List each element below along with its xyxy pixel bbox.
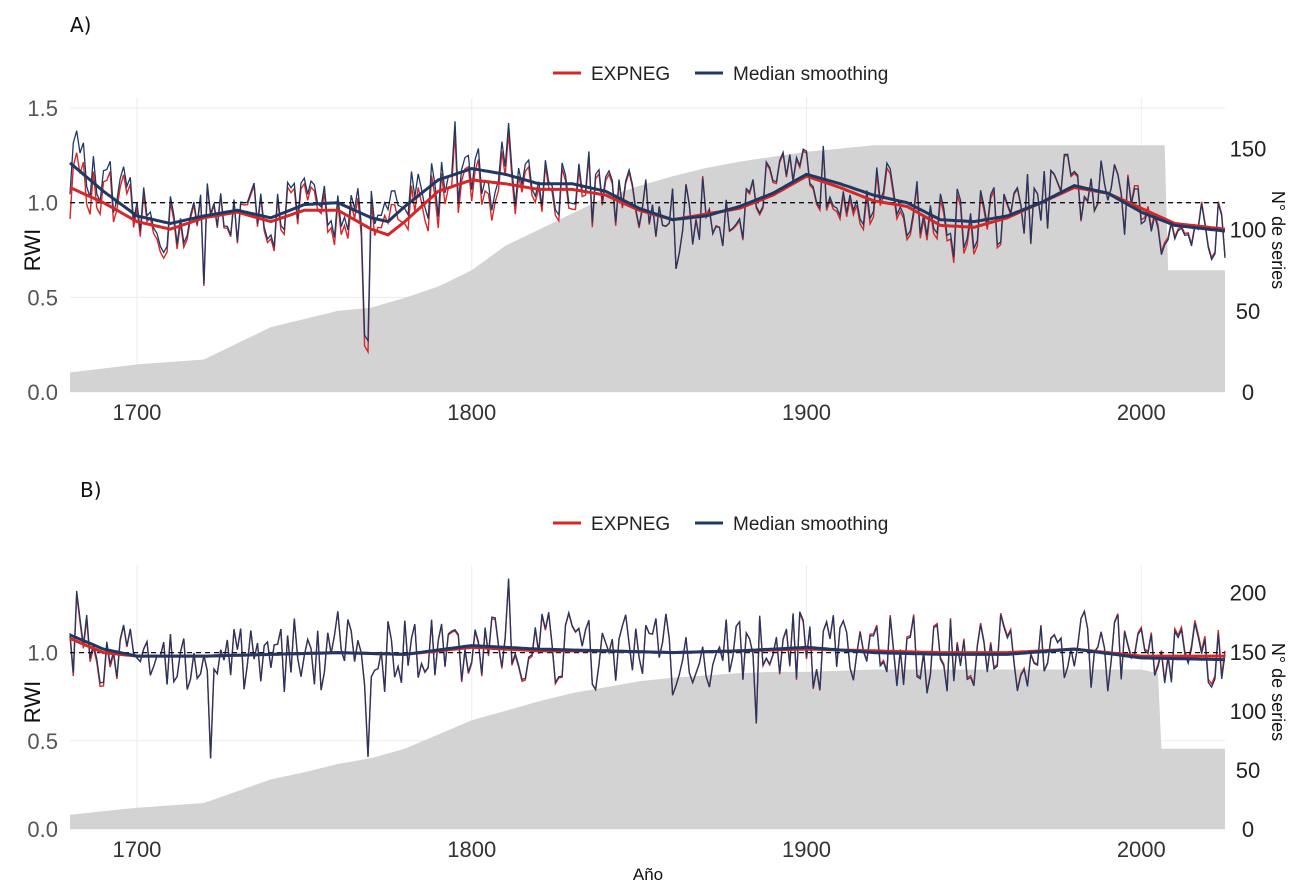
expneg-smooth-line bbox=[69, 637, 1225, 658]
legend: EXPNEG Median smoothing bbox=[553, 64, 888, 85]
median-smooth-line bbox=[69, 161, 1226, 233]
y-axis-label: RWI bbox=[20, 681, 45, 723]
y2-tick-label: 200 bbox=[1230, 581, 1267, 606]
y2-tick-label: 150 bbox=[1230, 137, 1267, 162]
x-tick-label: 1800 bbox=[447, 837, 496, 862]
x-tick-label: 2000 bbox=[1117, 837, 1166, 862]
x-tick-label: 1700 bbox=[112, 400, 161, 425]
y-axis-label: RWI bbox=[20, 229, 45, 271]
y2-tick-label: 50 bbox=[1236, 758, 1260, 783]
legend-label-expneg: EXPNEG bbox=[591, 514, 670, 535]
median-raw-line bbox=[69, 578, 1226, 759]
y2-tick-label: 150 bbox=[1230, 640, 1267, 665]
y2-axis-label: N° de series bbox=[1268, 643, 1288, 741]
legend-label-median: Median smoothing bbox=[733, 514, 888, 535]
legend-label-median: Median smoothing bbox=[733, 64, 888, 85]
x-tick-label: 1900 bbox=[782, 400, 831, 425]
panel-a: A) 0.0 0.5 1.0 1.5 0 50 100 150 1700 1800 1900 2000 R… bbox=[20, 13, 1288, 425]
y2-tick-label: 0 bbox=[1242, 817, 1254, 842]
panel-label: B) bbox=[80, 478, 102, 502]
y-tick-label: 0.5 bbox=[27, 285, 58, 310]
x-tick-label: 2000 bbox=[1117, 400, 1166, 425]
sample-depth-area bbox=[70, 669, 1225, 829]
x-tick-label: 1900 bbox=[782, 837, 831, 862]
y2-axis-label: N° de series bbox=[1268, 191, 1288, 289]
y2-tick-label: 100 bbox=[1230, 218, 1267, 243]
panel-b: B) 0.0 0.5 1.0 0 50 100 150 200 1700 1800 1900 2000 R… bbox=[20, 478, 1288, 884]
y-tick-label: 0.5 bbox=[27, 729, 58, 754]
x-tick-label: 1700 bbox=[112, 837, 161, 862]
y-tick-label: 1.0 bbox=[27, 641, 58, 666]
x-tick-label: 1800 bbox=[447, 400, 496, 425]
y2-tick-label: 0 bbox=[1242, 380, 1254, 405]
y-tick-label: 0.0 bbox=[27, 380, 58, 405]
sample-depth-area bbox=[70, 145, 1225, 392]
x-axis-label: Año bbox=[633, 865, 663, 884]
y-tick-label: 1.5 bbox=[27, 96, 58, 121]
median-smooth-line bbox=[69, 633, 1226, 662]
y2-tick-label: 50 bbox=[1236, 299, 1260, 324]
median-raw-line bbox=[69, 121, 1226, 344]
panel-label: A) bbox=[70, 13, 91, 37]
y-tick-label: 1.0 bbox=[27, 191, 58, 216]
legend-label-expneg: EXPNEG bbox=[591, 64, 670, 85]
y-tick-label: 0.0 bbox=[27, 817, 58, 842]
y2-tick-label: 100 bbox=[1230, 699, 1267, 724]
legend: EXPNEG Median smoothing bbox=[553, 514, 888, 535]
